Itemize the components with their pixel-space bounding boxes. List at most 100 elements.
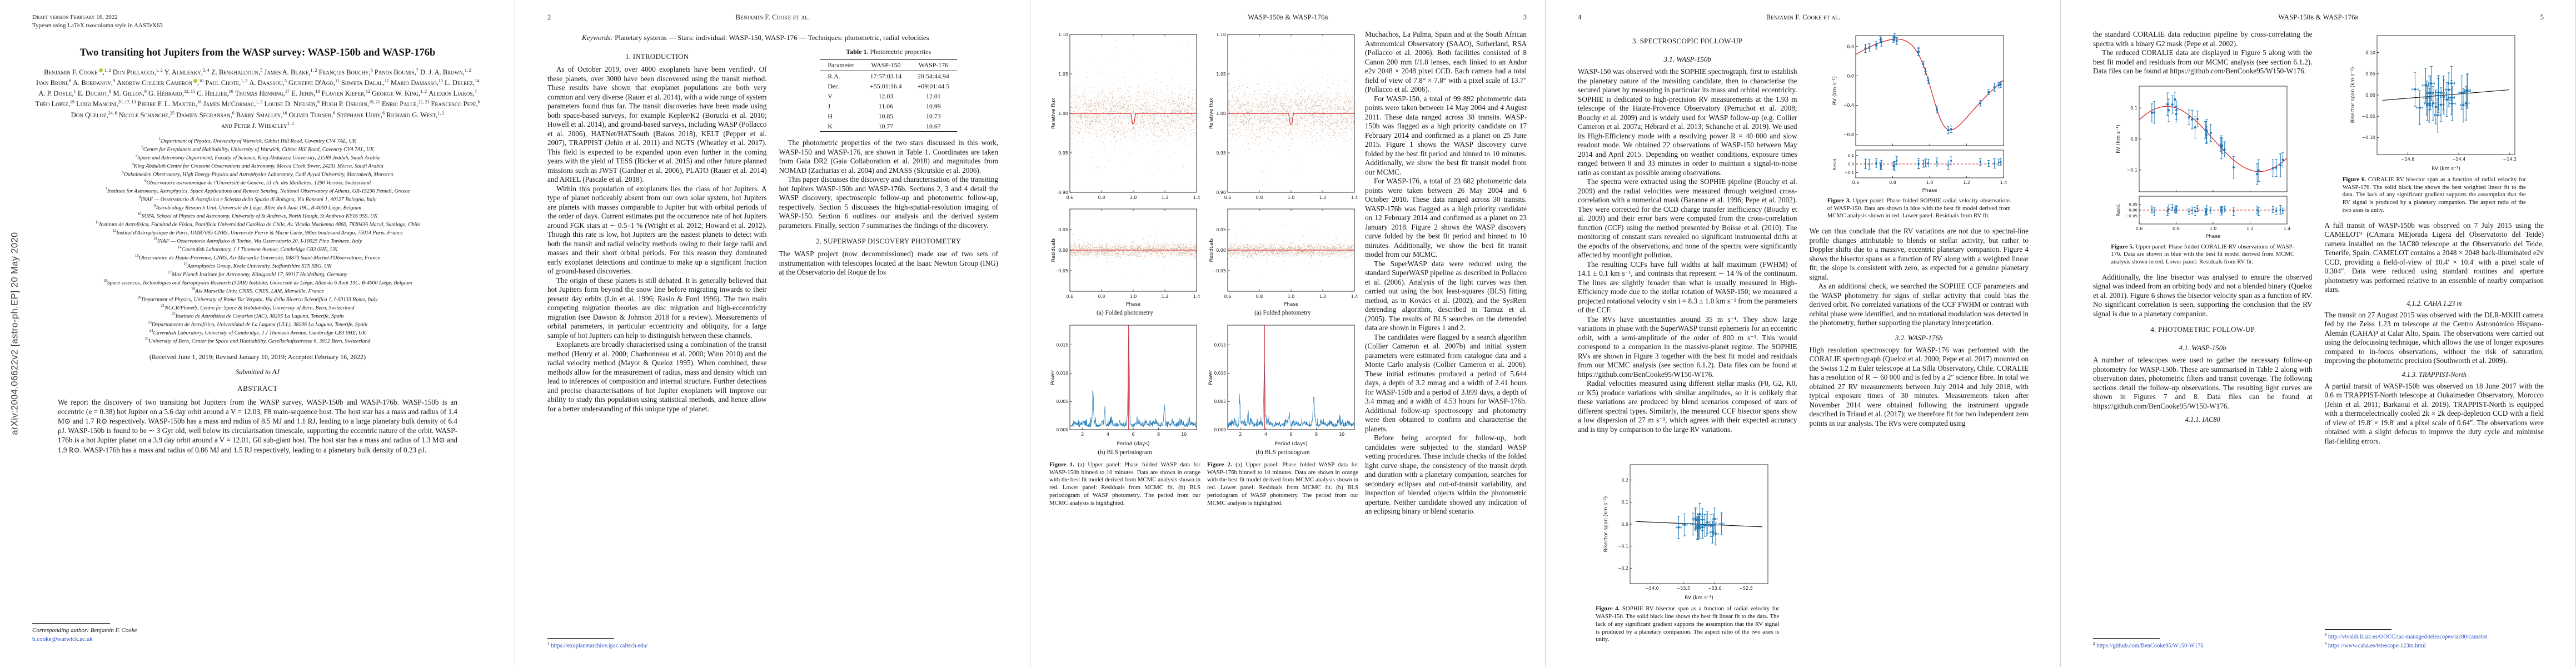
affiliation: 10SUPA, School of Physics and Astronomy,… <box>137 211 378 220</box>
svg-text:0.05: 0.05 <box>2129 202 2138 207</box>
svg-text:1.05: 1.05 <box>1058 72 1068 77</box>
page-5: WASP-150b & WASP-176b 5 the standard COR… <box>2061 0 2576 667</box>
svg-text:0.6: 0.6 <box>1067 195 1074 200</box>
affiliation: 25University of Bern, Center for Space a… <box>145 336 371 345</box>
affiliation: 1Department of Physics, University of Wa… <box>158 136 357 145</box>
author: Stéphane Udry,6 <box>337 110 385 119</box>
author: Flavien Kiefer,12 <box>321 89 371 98</box>
figure-2-caption: Figure 2. (a) Upper panel: Phase folded … <box>1207 461 1358 506</box>
keywords-text: Planetary systems — Stars: individual: W… <box>612 33 929 42</box>
paragraph: Muchachos, La Palma, Spain and at the So… <box>1365 30 1527 93</box>
svg-text:−14.4: −14.4 <box>2452 157 2465 162</box>
svg-text:1.10: 1.10 <box>1058 32 1068 37</box>
svg-text:1.4: 1.4 <box>1351 294 1358 299</box>
affiliation: 21NCCR/PlanetS, Centre for Space & Habit… <box>161 303 355 311</box>
paragraph: For WASP-150, a total of 99 892 photomet… <box>1365 94 1527 176</box>
table-row: V 12.03 12.01 <box>820 91 957 101</box>
affiliation: 23Departamento de Astrofísica, Universid… <box>147 320 368 328</box>
footnote-link[interactable]: http://vivaldi.ll.iac.es/OOCC/iac-manage… <box>2328 634 2487 640</box>
svg-text:0.0: 0.0 <box>1847 73 1854 78</box>
author: Nicole Schanche,25 <box>118 110 175 119</box>
svg-text:−52.5: −52.5 <box>1740 586 1753 591</box>
svg-text:−53.5: −53.5 <box>1677 586 1691 591</box>
affiliation: 24Cavendish Laboratory, University of Ca… <box>149 328 366 336</box>
submitted-note: Submitted to AJ <box>236 367 280 376</box>
svg-text:0.6: 0.6 <box>1067 294 1074 299</box>
paragraph: The RVs have uncertainties around 35 m s… <box>1578 315 1797 379</box>
author: Enric Palle,22, 23 <box>381 99 430 108</box>
sophie-paragraphs: WASP-150 was observed with the SOPHIE sp… <box>1578 67 1797 434</box>
author: Francesco Pepe,6 <box>431 99 480 108</box>
affiliation: 14Cavendish Laboratory, J J Thomson Aven… <box>177 245 338 253</box>
affiliation: 12Institut d'Astrophysique de Paris, UMR… <box>112 228 403 236</box>
intro-paragraphs: As of October 2019, over 4000 exoplanets… <box>547 65 767 414</box>
orcid-icon[interactable] <box>193 79 197 83</box>
paragraph: WASP-150 was observed with the SOPHIE sp… <box>1578 67 1797 177</box>
paragraph: The SuperWASP data were reduced using th… <box>1365 259 1527 332</box>
paragraph: High resolution spectroscopy for WASP-17… <box>1809 345 2029 427</box>
author: Ivan Bruni,8 <box>36 78 72 87</box>
paragraph: Additionally, the line bisector was anal… <box>2093 272 2313 318</box>
figure-4-caption: Figure 4. SOPHIE RV bisector span as a f… <box>1596 605 1780 643</box>
figure-5: 0.6 0.8 1.0 1.2 1.4 −0.1 0.0 0.1 −0.05 0.00 0.05 Ph… <box>2111 82 2294 266</box>
table-cell: 12.03 <box>878 92 894 100</box>
svg-text:4: 4 <box>1107 432 1109 437</box>
svg-text:−14.2: −14.2 <box>2503 157 2517 162</box>
svg-text:−0.10: −0.10 <box>2361 135 2375 140</box>
paragraph: The photometric properties of the two st… <box>779 138 999 175</box>
table-cell: R.A. <box>828 72 840 80</box>
running-title: Benjamin F. Cooke et al. <box>735 13 810 21</box>
keywords-line: Keywords: Planetary systems — Stars: ind… <box>582 33 964 42</box>
svg-text:1.4: 1.4 <box>1193 294 1200 299</box>
svg-text:0.005: 0.005 <box>1057 399 1069 404</box>
subsection-heading-wasp150-phot: 4.1. WASP-150b <box>2179 344 2226 352</box>
figure-3: 0.6 0.8 1.0 1.2 1.4 −0.8 −0.4 0.0 0.4 −0.1 0.0 0.1 P… <box>1827 31 2011 220</box>
svg-text:Residuals: Residuals <box>1051 238 1057 262</box>
left-column: 1. INTRODUCTION As of October 2019, over… <box>547 46 767 650</box>
svg-text:0.1: 0.1 <box>1622 500 1629 505</box>
svg-text:Residuals: Residuals <box>1209 238 1214 262</box>
table-cell: 11.06 <box>878 102 893 110</box>
figure-1b-plot: 2 4 6 8 10 0.000 0.005 0.010 0.015 Period (days) P… <box>1050 325 1197 447</box>
author: Y. Almleaky,3, 4 <box>164 67 210 76</box>
affiliation: 3Space and Astronomy Department, Faculty… <box>135 153 380 161</box>
svg-text:1.0: 1.0 <box>1288 195 1295 200</box>
author: Paul Chote,1, 2 <box>205 78 248 87</box>
svg-text:Resid.: Resid. <box>1832 158 1837 171</box>
svg-text:0.00: 0.00 <box>1058 248 1068 253</box>
svg-text:Phase: Phase <box>2206 234 2221 240</box>
author: Benjamin F. Cooke ,1, 2 <box>44 67 111 76</box>
svg-text:Power: Power <box>1050 370 1056 385</box>
svg-text:0.8: 0.8 <box>1889 180 1896 185</box>
svg-text:RV (km s⁻¹): RV (km s⁻¹) <box>2431 166 2460 172</box>
figure-4: −54.0 −53.5 −53.0 −52.5 −0.2 −0.1 0.0 0.1 0.2 RV … <box>1596 460 1779 644</box>
author: Richard G. West,1, 2 <box>386 110 445 119</box>
figure-6-plot: −14.6 −14.4 −14.2 −0.10 −0.05 0.00 0.05 0.10 RV … <box>2350 35 2517 172</box>
svg-text:0.0: 0.0 <box>1848 162 1854 167</box>
author: Don Queloz,24, 6 <box>71 110 117 119</box>
affiliation: 22Instituto de Astrofísica de Canarias (… <box>171 311 344 320</box>
footnote-link[interactable]: https://github.com/BenCooke95/W150-W176 <box>2096 643 2204 649</box>
page-number: 2 <box>547 13 551 21</box>
footnote-rule <box>32 623 110 624</box>
paragraph: As of October 2019, over 4000 exoplanets… <box>547 65 767 183</box>
orcid-icon[interactable] <box>98 68 103 72</box>
svg-text:1.0: 1.0 <box>1926 180 1933 185</box>
table-cell: 10.73 <box>926 112 941 120</box>
svg-text:0.05: 0.05 <box>1216 227 1226 232</box>
paragraph: The reduced CORALIE data are displayed i… <box>2093 48 2313 75</box>
paragraph: Exoplanets are broadly characterised usi… <box>547 340 767 413</box>
author: E. Jehin,18 <box>291 89 320 98</box>
footnote-link[interactable]: https://exoplanetarchive.ipac.caltech.ed… <box>551 643 648 649</box>
svg-text:1.4: 1.4 <box>2000 180 2007 185</box>
running-header: 2 Benjamin F. Cooke et al. <box>547 13 998 23</box>
figure-6: −14.6 −14.4 −14.2 −0.10 −0.05 0.00 0.05 0.10 RV … <box>2343 31 2526 215</box>
svg-text:−0.2: −0.2 <box>1618 566 1628 571</box>
svg-text:Relative flux: Relative flux <box>1051 97 1057 129</box>
svg-text:0.2: 0.2 <box>1622 478 1629 483</box>
footnote-link[interactable]: https://www.caha.es/telescope-123m.html <box>2328 643 2426 649</box>
paragraph: The transit on 27 August 2015 was observ… <box>2324 310 2544 365</box>
corresponding-author-email[interactable]: b.cooke@warwick.ac.uk <box>32 635 93 643</box>
table-row: K 10.77 10.67 <box>820 121 958 132</box>
table-cell: K <box>820 121 863 132</box>
